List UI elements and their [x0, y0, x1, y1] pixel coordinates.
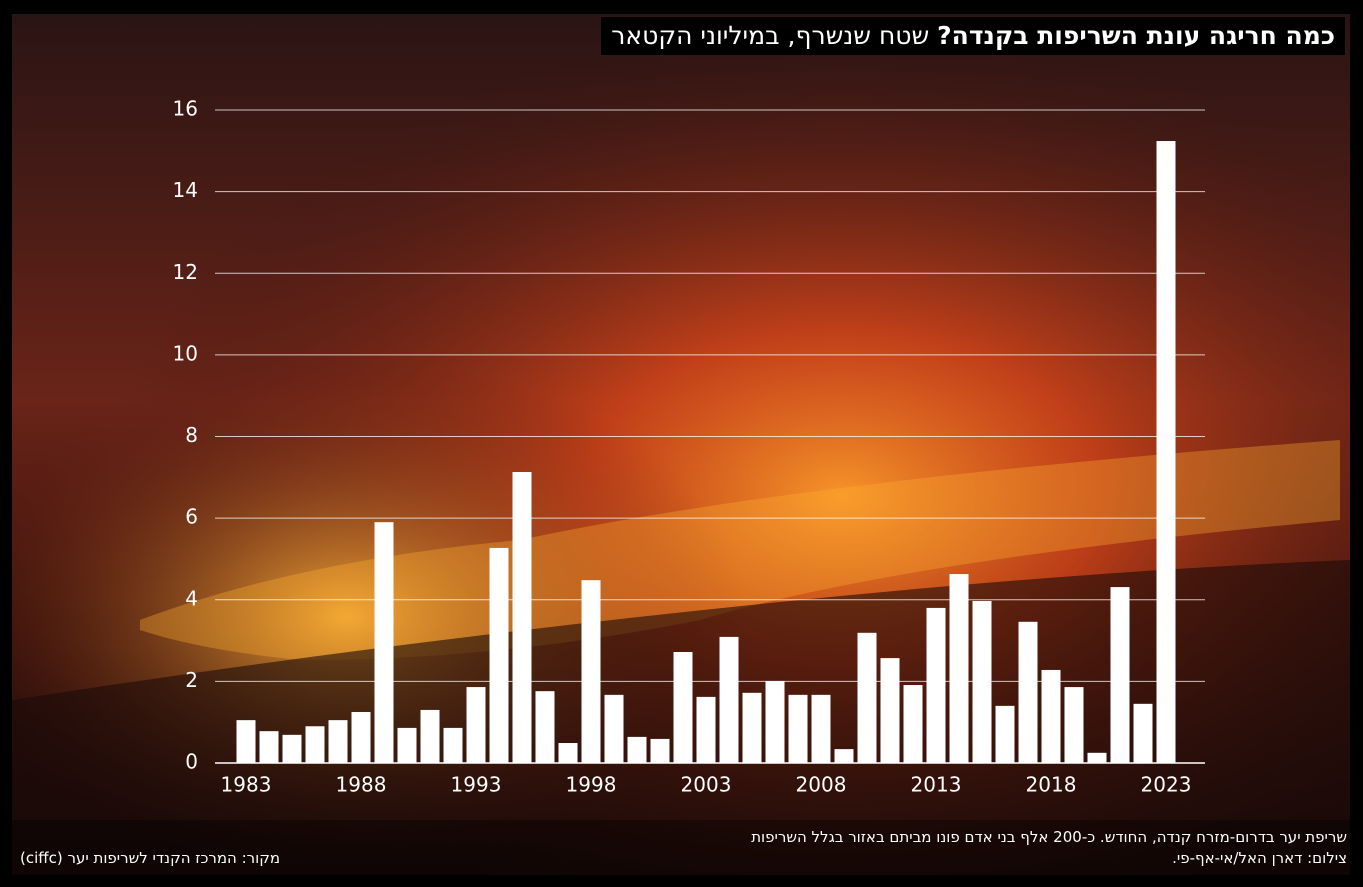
- bar: [420, 709, 440, 763]
- bar: [374, 522, 394, 763]
- bar: [1110, 587, 1130, 763]
- x-tick-label: 1988: [336, 773, 387, 797]
- bar: [972, 600, 992, 763]
- bar: [489, 547, 509, 763]
- x-tick-label: 2003: [681, 773, 732, 797]
- caption-shade: [12, 820, 1350, 875]
- x-tick-label: 2008: [796, 773, 847, 797]
- bar: [466, 687, 486, 763]
- bar: [351, 711, 371, 763]
- bar: [742, 692, 762, 763]
- y-tick-label: 4: [185, 586, 198, 610]
- bar: [236, 720, 256, 763]
- bar: [328, 720, 348, 763]
- y-tick-label: 6: [185, 505, 198, 529]
- fire-band: [140, 440, 1340, 660]
- title-box: כמה חריגה עונת השריפות בקנדה? שטח שנשרף,…: [601, 17, 1345, 55]
- x-tick-label: 1998: [566, 773, 617, 797]
- y-tick-label: 0: [185, 750, 198, 774]
- bar: [1156, 141, 1176, 763]
- bar: [765, 680, 785, 763]
- bar: [880, 658, 900, 763]
- bar: [581, 580, 601, 763]
- bar: [811, 694, 831, 763]
- bar: [719, 636, 739, 763]
- bar: [650, 738, 670, 763]
- bar: [1041, 669, 1061, 763]
- bar: [857, 632, 877, 763]
- bar: [696, 696, 716, 763]
- bar: [1064, 687, 1084, 763]
- caption: שריפת יער בדרום-מזרח קנדה, החודש. כ-200 …: [751, 828, 1347, 846]
- x-tick-label: 2023: [1141, 773, 1192, 797]
- y-tick-label: 10: [173, 341, 198, 365]
- bar: [512, 472, 532, 763]
- y-tick-label: 12: [173, 260, 198, 284]
- bar: [1087, 752, 1107, 763]
- bar: [259, 731, 279, 763]
- bar: [443, 727, 463, 763]
- x-tick-label: 1983: [221, 773, 272, 797]
- bar: [949, 574, 969, 763]
- chart-title: כמה חריגה עונת השריפות בקנדה?: [937, 21, 1335, 50]
- x-tick-label: 1993: [451, 773, 502, 797]
- source: מקור: המרכז הקנדי לשריפות יער (ciffc): [20, 849, 281, 867]
- credit: צילום: דארן האל/אי-אף-פי.: [1172, 849, 1347, 867]
- bar: [903, 685, 923, 763]
- bar: [834, 749, 854, 763]
- bar: [558, 743, 578, 763]
- chart-subtitle: שטח שנשרף, במיליוני הקטאר: [611, 21, 930, 50]
- bar: [282, 734, 302, 763]
- y-tick-label: 2: [185, 668, 198, 692]
- y-tick-label: 8: [185, 423, 198, 447]
- bar: [535, 691, 555, 763]
- bar: [673, 651, 693, 763]
- bar: [1133, 703, 1153, 763]
- bar: [1018, 621, 1038, 763]
- y-tick-label: 16: [173, 97, 198, 121]
- x-tick-label: 2018: [1026, 773, 1077, 797]
- bar: [926, 607, 946, 763]
- x-tick-label: 2013: [911, 773, 962, 797]
- bar: [788, 694, 808, 763]
- bar: [305, 726, 325, 763]
- bar: [627, 736, 647, 763]
- y-tick-label: 14: [173, 178, 198, 202]
- bar: [397, 727, 417, 763]
- bar: [995, 705, 1015, 763]
- bar: [604, 694, 624, 763]
